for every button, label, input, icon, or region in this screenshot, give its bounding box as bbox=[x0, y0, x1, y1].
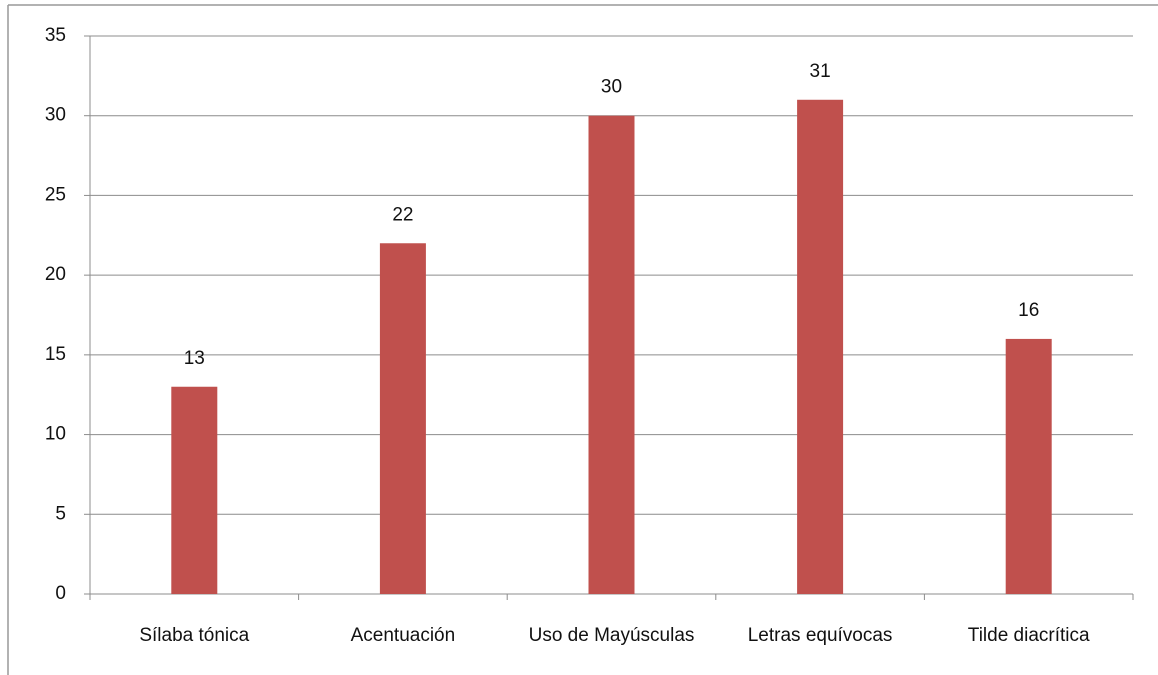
bar bbox=[797, 99, 844, 595]
x-tick-label: Letras equívocas bbox=[748, 625, 893, 646]
y-tick-label: 5 bbox=[55, 503, 66, 524]
y-tick-label: 10 bbox=[45, 424, 66, 445]
y-tick-label: 0 bbox=[55, 583, 66, 604]
x-tick-label: Tilde diacrítica bbox=[968, 625, 1090, 646]
y-tick-label: 15 bbox=[45, 344, 66, 365]
bar bbox=[171, 386, 218, 594]
x-tick-label: Sílaba tónica bbox=[139, 625, 249, 646]
x-tick-label: Acentuación bbox=[351, 625, 456, 646]
bar bbox=[379, 243, 426, 594]
data-label: 30 bbox=[601, 77, 622, 98]
data-label: 16 bbox=[1018, 300, 1039, 321]
data-label: 22 bbox=[392, 204, 413, 225]
y-tick-label: 30 bbox=[45, 105, 66, 126]
y-tick-label: 35 bbox=[45, 25, 66, 46]
data-label: 31 bbox=[810, 61, 831, 82]
y-tick-label: 20 bbox=[45, 264, 66, 285]
y-tick-label: 25 bbox=[45, 184, 66, 205]
data-label: 13 bbox=[184, 348, 205, 369]
bar bbox=[1005, 338, 1052, 594]
bar bbox=[588, 115, 635, 594]
x-tick-label: Uso de Mayúsculas bbox=[529, 625, 695, 646]
